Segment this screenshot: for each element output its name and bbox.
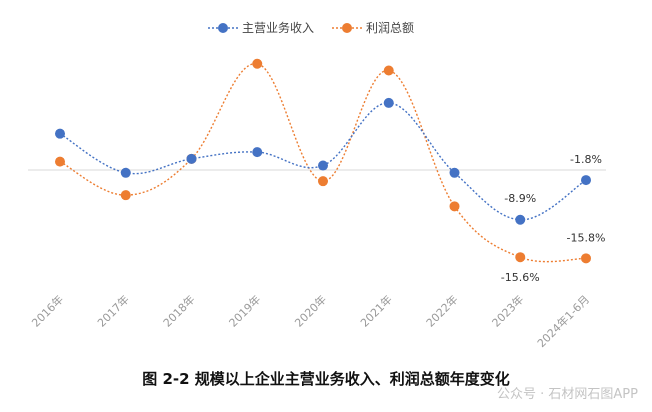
series-0	[55, 97, 591, 225]
x-tick-label-3: 2019年	[226, 292, 263, 329]
x-tick-label-6: 2022年	[423, 292, 460, 329]
data-labels: -8.9% -1.8% -15.6% -15.8%	[501, 153, 606, 284]
data-label-1: -1.8%	[570, 153, 602, 166]
series-line-0	[59, 102, 587, 221]
x-tick-label-1: 2017年	[94, 292, 131, 329]
data-point-s0-8	[581, 175, 591, 186]
data-point-s1-0	[55, 156, 65, 167]
data-point-s1-4	[318, 176, 328, 187]
data-label-3: -15.8%	[567, 231, 606, 244]
data-point-s0-3	[252, 147, 263, 158]
line-chart: 主营业务收入 利润总额 2016年 2017年 2018年 2019年 2020年 2021…	[28, 20, 606, 350]
series-layer	[55, 58, 591, 264]
data-point-s1-7	[515, 252, 526, 263]
x-tick-label-2: 2018年	[160, 292, 197, 329]
data-point-s0-2	[186, 153, 197, 164]
x-tick-label-7: 2023年	[489, 292, 526, 329]
data-point-s1-5	[383, 65, 394, 76]
x-tick-label-8: 2024年1-6月	[534, 292, 592, 350]
data-point-s1-6	[449, 201, 460, 212]
data-label-0: -8.9%	[504, 192, 536, 205]
data-point-s0-6	[449, 167, 460, 178]
data-point-s0-7	[515, 214, 526, 225]
data-point-s0-1	[120, 167, 131, 178]
legend-item-1: 利润总额	[332, 21, 414, 35]
legend-label-0: 主营业务收入	[242, 20, 314, 35]
x-axis-ticks: 2016年 2017年 2018年 2019年 2020年 2021年 2022年 2023年…	[29, 292, 592, 350]
figure-caption: 图 2-2 规模以上企业主营业务收入、利润总额年度变化	[142, 370, 510, 388]
data-point-s1-3	[252, 58, 263, 69]
watermark-text: 公众号 · 石材网石图APP	[497, 387, 638, 402]
legend-label-1: 利润总额	[366, 21, 414, 35]
legend-marker-1	[342, 23, 352, 33]
legend-item-0: 主营业务收入	[208, 20, 314, 35]
data-point-s0-4	[318, 160, 328, 171]
x-tick-label-5: 2021年	[357, 292, 394, 329]
data-point-s1-8	[581, 253, 591, 264]
data-point-s1-1	[120, 190, 131, 201]
series-1	[55, 58, 591, 264]
x-tick-label-4: 2020年	[292, 292, 329, 329]
data-point-s0-5	[383, 97, 394, 108]
legend-marker-0	[218, 23, 228, 33]
chart-legend: 主营业务收入 利润总额	[208, 20, 414, 35]
data-point-s0-0	[55, 128, 65, 139]
data-label-2: -15.6%	[501, 271, 540, 284]
x-tick-label-0: 2016年	[29, 292, 66, 329]
